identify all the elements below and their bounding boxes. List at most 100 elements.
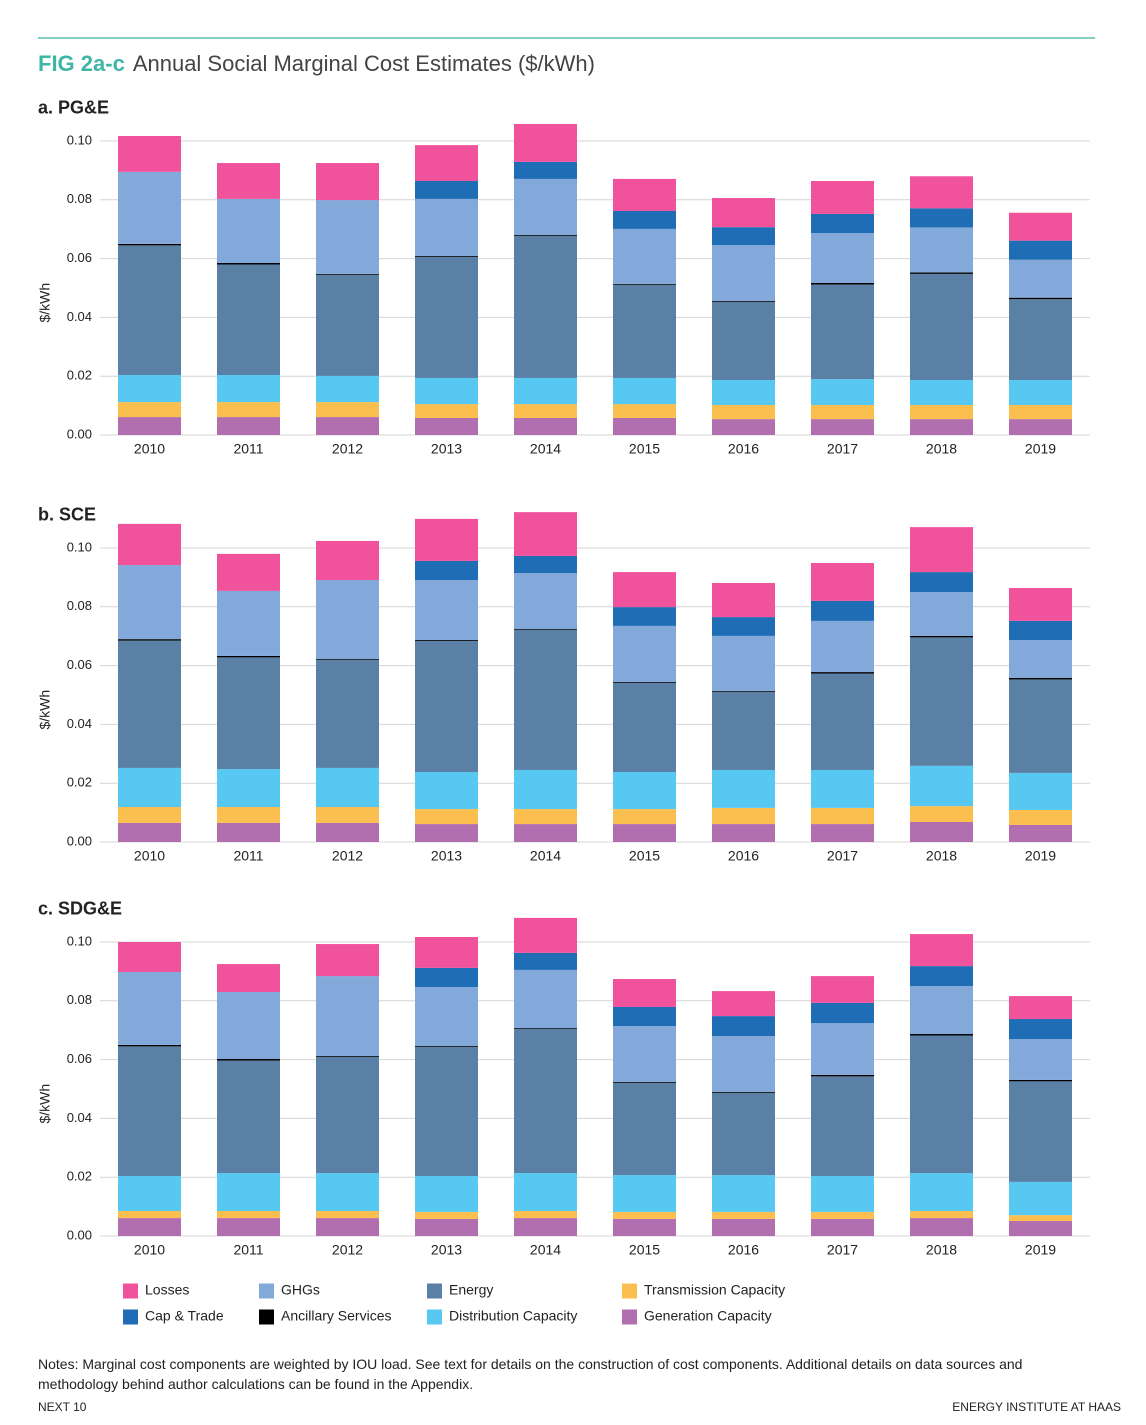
x-tick-label: 2017 [827,1242,858,1258]
bar-segment [613,1211,676,1219]
bar-segment [118,640,181,768]
y-tick-label: 0.00 [67,833,92,848]
bar-segment [910,527,973,573]
chart-title: a. PG&E [38,97,109,117]
x-tick-label: 2012 [332,1242,363,1258]
bar-segment [1009,824,1072,842]
bar-segment [712,691,775,770]
bar-segment [514,917,577,953]
bar-segment [811,1074,874,1077]
bar-segment [118,417,181,435]
bar-segment [613,1175,676,1212]
bar-segment [514,952,577,970]
x-tick-label: 2019 [1025,848,1056,864]
bar-segment [118,243,181,246]
legend-label: Generation Capacity [644,1308,772,1324]
bar-segment [316,822,379,842]
bar-segment [118,767,181,808]
bar-segment [712,635,775,691]
x-tick-label: 2019 [1025,1242,1056,1258]
bar-segment [514,629,577,631]
bar-segment [712,1175,775,1212]
bar-segment [217,807,280,823]
bar-segment [316,660,379,768]
bar-segment [1009,259,1072,298]
x-tick-label: 2015 [629,848,660,864]
bar-segment [316,402,379,418]
x-tick-label: 2016 [728,441,759,457]
bar-segment [712,991,775,1017]
x-tick-label: 2018 [926,441,957,457]
y-tick-label: 0.00 [67,426,92,441]
bar-segment [316,1173,379,1212]
bar-segment [1009,405,1072,420]
bar-segment [1009,297,1072,300]
bar-segment [316,580,379,660]
bar-segment [1009,419,1072,435]
x-tick-label: 2018 [926,1242,957,1258]
bar-segment [316,976,379,1057]
legend-swatch [427,1283,442,1299]
bar-segment [514,809,577,825]
bar-segment [514,404,577,418]
bar-segment [415,198,478,256]
bar-segment [910,1035,973,1174]
x-tick-label: 2014 [530,1242,561,1258]
bar-segment [1009,677,1072,680]
x-tick-label: 2017 [827,848,858,864]
legend-swatch [123,1309,138,1325]
bar-segment [514,377,577,405]
bar-segment [613,1006,676,1027]
bar-segment [118,1044,181,1047]
x-tick-label: 2016 [728,848,759,864]
bar-segment [811,1211,874,1219]
bar-segment [712,198,775,228]
bar-segment [613,404,676,418]
x-tick-label: 2015 [629,441,660,457]
y-tick-label: 0.08 [67,191,92,206]
bar-segment [712,300,775,302]
bar-segment [811,807,874,825]
legend-label: GHGs [281,1282,320,1298]
bar-segment [316,273,379,275]
legend-swatch [427,1309,442,1325]
bar-segment [1009,240,1072,260]
bar-segment [910,1034,973,1036]
bar-segment [1009,1181,1072,1216]
bar-segment [712,824,775,842]
bar-segment [910,208,973,228]
x-tick-label: 2013 [431,848,462,864]
y-tick-label: 0.04 [67,1110,92,1125]
bar-segment [613,210,676,229]
bar-segment [514,1218,577,1236]
bar-segment [910,227,973,273]
notes: Notes: Marginal cost components are weig… [38,1356,1023,1392]
bar-segment [316,200,379,274]
bar-segment [1009,380,1072,406]
y-tick-label: 0.10 [67,132,92,147]
bar-segment [811,673,874,770]
bar-segment [217,375,280,403]
bar-segment [1009,809,1072,825]
bar-segment [316,1211,379,1219]
bar-segment [415,377,478,405]
x-tick-label: 2014 [530,441,561,457]
bar-segment [217,1218,280,1236]
x-tick-label: 2013 [431,441,462,457]
y-tick-label: 0.04 [67,309,92,324]
bar-segment [613,228,676,284]
bar-segment [217,657,280,770]
y-axis-label: $/kWh [37,283,53,323]
bar-segment [712,1091,775,1093]
legend-label: Cap & Trade [145,1308,224,1324]
bar-segment [217,553,280,591]
bar-segment [613,979,676,1007]
y-tick-label: 0.06 [67,250,92,265]
bar-segment [910,1211,973,1219]
bar-segment [514,235,577,236]
legend-label: Losses [145,1282,189,1298]
bar-segment [1009,1079,1072,1082]
bar-segment [316,1056,379,1174]
bar-segment [811,824,874,842]
bar-segment [118,565,181,640]
